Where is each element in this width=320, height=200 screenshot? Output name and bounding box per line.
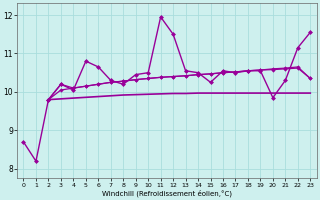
X-axis label: Windchill (Refroidissement éolien,°C): Windchill (Refroidissement éolien,°C) <box>102 189 232 197</box>
